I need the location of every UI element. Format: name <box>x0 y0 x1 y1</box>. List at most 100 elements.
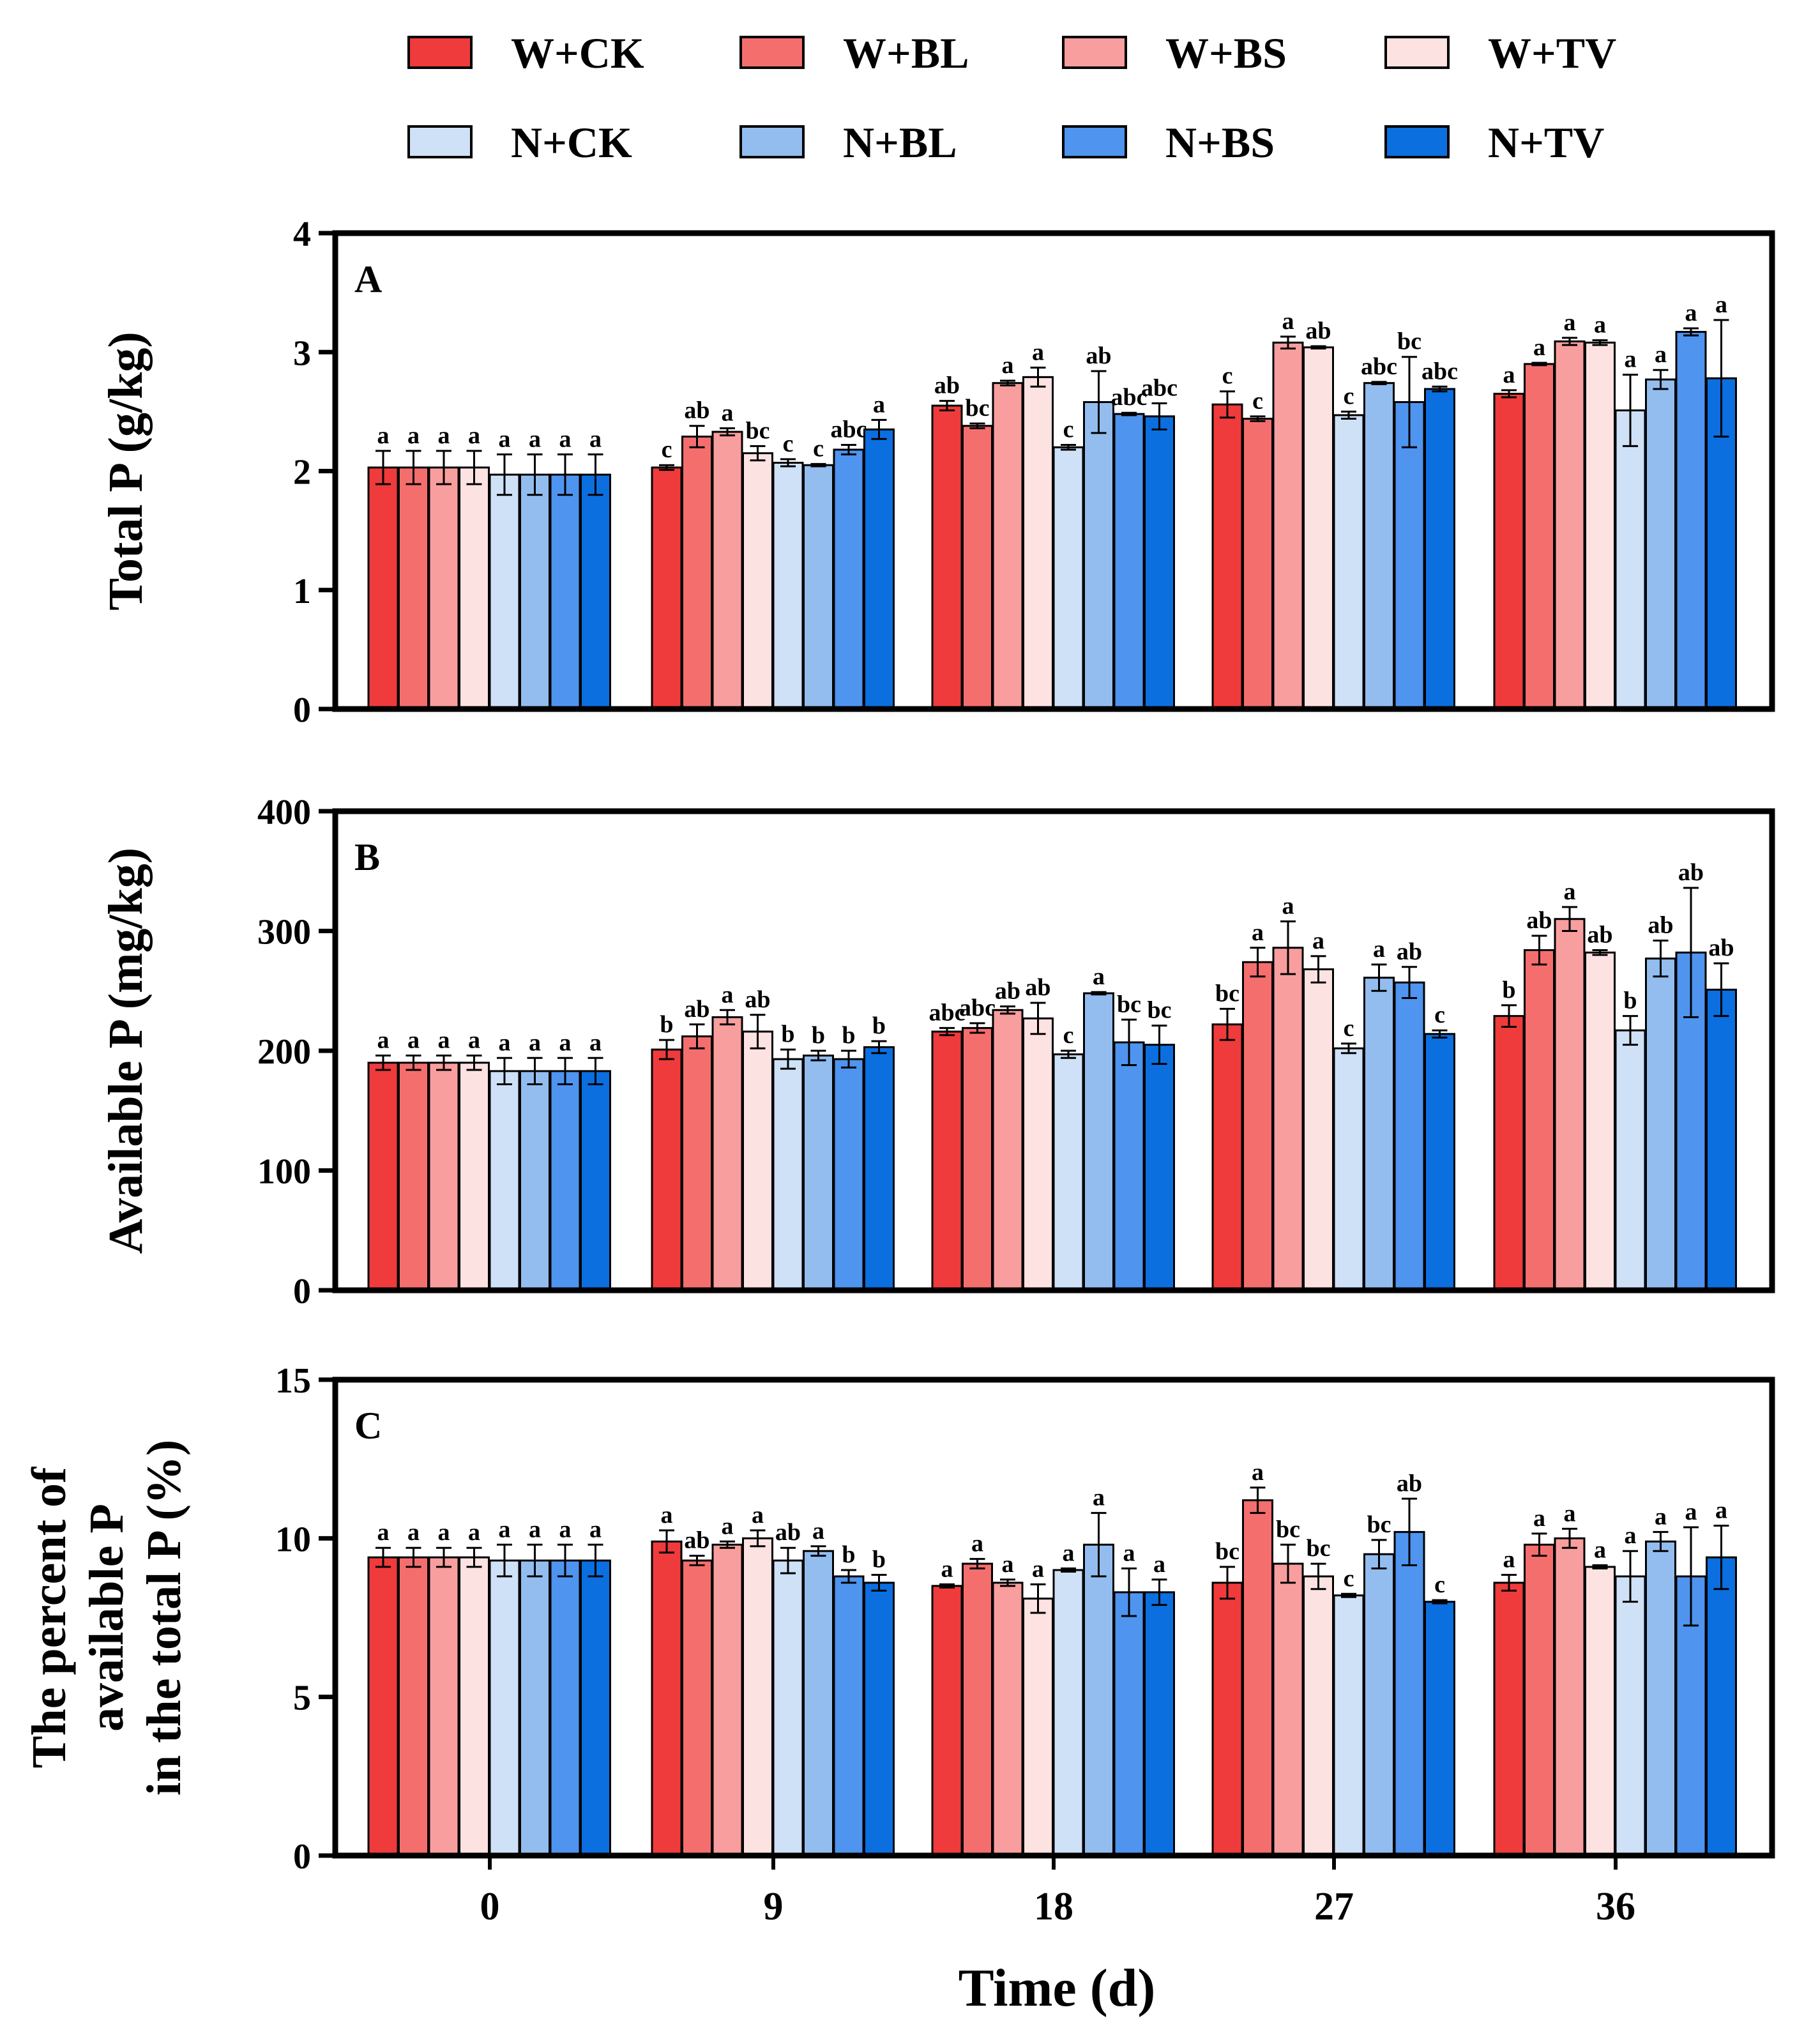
significance-letter: bc <box>1397 328 1421 355</box>
bar-w-bs-day-9 <box>711 431 743 710</box>
bar-n-tv-day-18 <box>1144 1591 1175 1857</box>
significance-letter: a <box>1564 309 1576 336</box>
significance-letter: a <box>529 1516 541 1543</box>
bar-n-ck-day-0 <box>489 1559 520 1857</box>
significance-letter: a <box>1594 312 1606 339</box>
significance-letter: bc <box>746 417 770 444</box>
bar-w-bl-day-18 <box>962 1562 993 1857</box>
y-tick-label: 15 <box>275 1361 311 1401</box>
bar-n-bl-day-0 <box>519 473 550 710</box>
significance-letter: a <box>407 1027 420 1054</box>
significance-letter: b <box>872 1012 886 1039</box>
significance-letter: a <box>752 1502 764 1529</box>
y-axis-title-line: available P <box>80 1504 133 1732</box>
y-tick-label: 200 <box>257 1032 311 1072</box>
bar-n-bl-day-9 <box>803 464 834 710</box>
significance-letter: ab <box>684 397 709 424</box>
significance-letter: a <box>1533 334 1545 361</box>
bar-n-ck-day-9 <box>772 1058 804 1292</box>
bar-n-ck-day-0 <box>489 1070 520 1292</box>
significance-letter: abc <box>929 999 966 1026</box>
bar-w-tv-day-18 <box>1022 1017 1054 1292</box>
significance-letter: c <box>1063 416 1074 443</box>
bar-n-bs-day-9 <box>833 1575 865 1857</box>
bar-n-ck-day-9 <box>772 1559 804 1857</box>
y-tick-label: 400 <box>257 793 311 832</box>
significance-letter: ab <box>1305 317 1331 344</box>
significance-letter: a <box>1002 352 1014 379</box>
significance-letter: a <box>468 1519 480 1546</box>
y-tick-label: 1 <box>293 572 311 611</box>
significance-letter: a <box>1312 927 1324 954</box>
significance-letter: ab <box>1587 922 1612 949</box>
bar-w-tv-day-27 <box>1303 1575 1334 1857</box>
significance-letter: ab <box>684 996 709 1023</box>
bar-n-bl-day-0 <box>519 1070 550 1292</box>
x-tick-label: 36 <box>1596 1885 1635 1928</box>
bar-w-ck-day-18 <box>931 1030 963 1292</box>
significance-letter: abc <box>1421 358 1458 385</box>
y-tick-label: 0 <box>293 1837 311 1877</box>
bar-w-bl-day-0 <box>398 1556 429 1857</box>
significance-letter: a <box>529 1029 541 1056</box>
x-tick-label: 27 <box>1314 1885 1354 1928</box>
significance-letter: bc <box>1117 991 1141 1018</box>
legend-label-w-bl: W+BL <box>843 29 969 77</box>
y-tick-label: 3 <box>293 333 311 373</box>
legend-swatch-n-bl <box>739 125 805 158</box>
significance-letter: bc <box>1215 1538 1239 1565</box>
significance-letter: a <box>407 1519 420 1546</box>
panel-letter: A <box>354 258 382 300</box>
bar-n-bl-day-36 <box>1645 1540 1676 1857</box>
significance-letter: b <box>842 1541 855 1568</box>
bar-w-ck-day-18 <box>931 404 963 710</box>
bar-n-bl-day-27 <box>1363 1553 1395 1857</box>
significance-letter: c <box>1344 1565 1354 1592</box>
bar-w-ck-day-27 <box>1211 1582 1243 1857</box>
bar-w-bs-day-18 <box>992 1582 1024 1857</box>
significance-letter: abc <box>959 995 996 1021</box>
significance-letter: c <box>783 431 794 457</box>
significance-letter: bc <box>966 395 990 422</box>
bar-n-bl-day-0 <box>519 1559 550 1857</box>
x-axis-title: Time (d) <box>959 1958 1156 2018</box>
bar-w-bl-day-36 <box>1524 1543 1555 1857</box>
y-tick-label: 10 <box>275 1520 311 1559</box>
bar-n-bs-day-0 <box>549 1559 581 1857</box>
bar-n-bl-day-18 <box>1083 400 1114 710</box>
significance-letter: a <box>1063 1540 1075 1567</box>
bar-n-tv-day-27 <box>1424 388 1455 710</box>
bar-n-tv-day-27 <box>1424 1033 1455 1292</box>
bar-n-bs-day-27 <box>1393 981 1425 1292</box>
significance-letter: a <box>438 1519 450 1546</box>
significance-letter: a <box>589 425 602 452</box>
bar-w-bl-day-9 <box>681 1035 713 1292</box>
bar-n-bs-day-18 <box>1113 1041 1145 1292</box>
significance-letter: a <box>589 1029 602 1056</box>
y-tick-label: 100 <box>257 1152 311 1192</box>
bar-w-bl-day-0 <box>398 1062 429 1292</box>
bar-w-ck-day-9 <box>651 466 683 710</box>
significance-letter: a <box>529 425 541 452</box>
plot-frame <box>332 808 1775 1293</box>
bar-w-tv-day-0 <box>459 1556 490 1857</box>
bar-w-bs-day-27 <box>1272 947 1304 1292</box>
legend-label-n-bs: N+BS <box>1165 118 1275 167</box>
bar-w-tv-day-9 <box>742 1030 773 1292</box>
significance-letter: a <box>1685 1499 1697 1525</box>
legend-swatch-w-tv <box>1384 36 1450 69</box>
significance-letter: a <box>1032 1555 1044 1582</box>
bar-n-tv-day-0 <box>580 1070 611 1292</box>
bar-n-tv-day-9 <box>863 428 895 710</box>
legend-swatch-n-ck <box>407 125 473 158</box>
bar-w-ck-day-27 <box>1211 1023 1243 1292</box>
significance-letter: a <box>1715 291 1727 318</box>
bar-n-bs-day-18 <box>1113 413 1145 710</box>
plot-frame <box>332 230 1775 712</box>
bar-w-ck-day-0 <box>367 1556 399 1857</box>
significance-letter: a <box>1002 1551 1014 1578</box>
significance-letter: a <box>1503 362 1515 388</box>
legend-label-n-bl: N+BL <box>843 118 957 167</box>
